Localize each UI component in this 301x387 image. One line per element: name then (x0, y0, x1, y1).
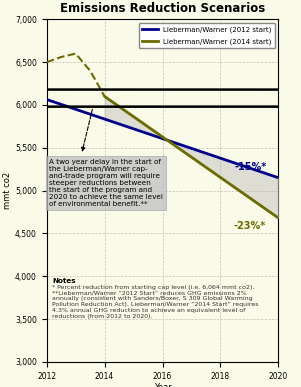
Text: -15%*: -15%* (234, 162, 267, 171)
Text: Notes: Notes (52, 278, 76, 284)
Text: A two year delay in the start of
the Lieberman/Warner cap-
and-trade program wil: A two year delay in the start of the Lie… (49, 159, 163, 207)
X-axis label: Year: Year (154, 384, 171, 387)
Text: * Percent reduction from starting cap level (i.e. 6,064 mmt co2).
**Lieberman/Wa: * Percent reduction from starting cap le… (52, 285, 259, 319)
Legend: Lieberman/Warner (2012 start), Lieberman/Warner (2014 start): Lieberman/Warner (2012 start), Lieberman… (139, 23, 275, 48)
Title: Emissions Reduction Scenarios: Emissions Reduction Scenarios (60, 2, 265, 15)
Y-axis label: mmt co2: mmt co2 (3, 172, 12, 209)
Text: -23%*: -23%* (233, 221, 265, 231)
